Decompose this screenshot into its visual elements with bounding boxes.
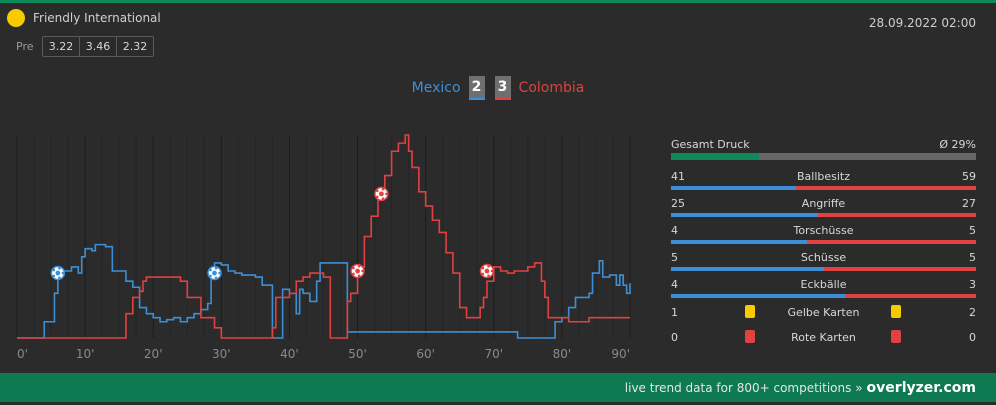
pressure-trend-chart: 0' 10' 20' 30' 40' 50' 60' 70' 80' 90' xyxy=(16,134,631,361)
card-away-value: 2 xyxy=(969,306,976,319)
card-icon xyxy=(745,305,755,318)
odds-draw: 3.46 xyxy=(80,37,117,56)
stat-bar xyxy=(671,186,976,190)
stat-label: Angriffe xyxy=(801,197,846,210)
stat-bar xyxy=(671,240,976,244)
odds-home: 3.22 xyxy=(43,37,80,56)
stat-row: 4 Torschüsse 5 xyxy=(671,224,976,244)
stat-away-value: 59 xyxy=(962,170,976,183)
brand-logo-text[interactable]: overlyzer.com xyxy=(866,379,976,396)
stat-bar-away xyxy=(806,240,976,244)
x-tick-label: 60' xyxy=(416,347,435,361)
stats-panel: Gesamt Druck Ø 29% 41 Ballbesitz 59 25 Angri… xyxy=(671,138,976,344)
x-tick-label: 10' xyxy=(76,347,95,361)
pressure-label: Gesamt Druck xyxy=(671,138,750,151)
competition-name: Friendly International xyxy=(33,11,161,25)
card-icon xyxy=(891,305,901,318)
series-line-away xyxy=(17,134,630,339)
away-team-name[interactable]: Colombia xyxy=(518,80,585,96)
stat-label: Ballbesitz xyxy=(796,170,851,183)
away-score: 3 xyxy=(494,76,511,100)
x-tick-label: 80' xyxy=(553,347,572,361)
footer-text: live trend data for 800+ competitions » xyxy=(624,380,863,395)
series-line-home xyxy=(17,243,631,339)
top-accent-bar xyxy=(0,0,996,3)
stat-bar xyxy=(671,294,976,298)
stat-row: 25 Angriffe 27 xyxy=(671,197,976,217)
yellow-circle-icon xyxy=(7,9,25,27)
goal-ball-icon xyxy=(50,265,66,281)
x-tick-label: 0' xyxy=(17,347,28,361)
x-tick-label: 90' xyxy=(611,347,630,361)
home-score: 2 xyxy=(468,76,485,100)
x-tick-label: 50' xyxy=(348,347,367,361)
card-row: 1 Gelbe Karten 2 xyxy=(671,305,976,322)
card-row: 0 Rote Karten 0 xyxy=(671,330,976,347)
bottom-divider xyxy=(0,402,996,405)
stat-away-value: 27 xyxy=(962,197,976,210)
pressure-bar-fill xyxy=(671,153,760,160)
stat-bar-home xyxy=(671,267,824,271)
x-tick-label: 20' xyxy=(144,347,163,361)
stat-bar xyxy=(671,267,976,271)
card-home-value: 0 xyxy=(671,331,678,344)
stat-bar-home xyxy=(671,213,818,217)
goal-ball-icon xyxy=(207,265,222,281)
scoreboard: Mexico 2 3 Colombia xyxy=(0,76,996,100)
match-date: 28.09.2022 02:00 xyxy=(868,16,976,30)
card-away-value: 0 xyxy=(969,331,976,344)
stat-bar-home xyxy=(671,240,807,244)
stat-home-value: 25 xyxy=(671,197,685,210)
stat-label: Torschüsse xyxy=(793,224,854,237)
competition-header: Friendly International xyxy=(7,9,161,27)
card-icon xyxy=(745,330,755,343)
stat-bar-away xyxy=(796,186,976,190)
x-tick-label: 70' xyxy=(484,347,503,361)
home-team-name[interactable]: Mexico xyxy=(411,80,461,96)
stat-bar-away xyxy=(845,294,976,298)
stat-label: Schüsse xyxy=(800,251,847,264)
stat-home-value: 5 xyxy=(671,251,678,264)
pre-odds: Pre 3.22 3.46 2.32 xyxy=(16,36,154,57)
odds-label: Pre xyxy=(16,40,34,53)
odds-away: 2.32 xyxy=(122,40,148,53)
stat-label: Eckbälle xyxy=(800,278,847,291)
stat-home-value: 4 xyxy=(671,224,678,237)
stat-bar-home xyxy=(671,294,846,298)
stat-away-value: 3 xyxy=(968,278,976,291)
goal-ball-icon xyxy=(479,263,495,279)
footer-banner[interactable]: live trend data for 800+ competitions » … xyxy=(0,373,996,402)
stat-bar-home xyxy=(671,186,797,190)
pressure-bar xyxy=(671,153,976,160)
x-tick-label: 40' xyxy=(280,347,299,361)
card-icon xyxy=(891,330,901,343)
stat-bar-away xyxy=(817,213,976,217)
card-home-value: 1 xyxy=(671,306,678,319)
stat-away-value: 5 xyxy=(968,251,976,264)
stat-bar xyxy=(671,213,976,217)
x-tick-label: 30' xyxy=(212,347,231,361)
pressure-stat: Gesamt Druck Ø 29% xyxy=(671,138,976,160)
stat-row: 4 Eckbälle 3 xyxy=(671,278,976,298)
card-label: Gelbe Karten xyxy=(787,306,860,319)
goal-ball-icon xyxy=(350,263,365,279)
stat-row: 41 Ballbesitz 59 xyxy=(671,170,976,190)
stat-bar-away xyxy=(823,267,976,271)
card-label: Rote Karten xyxy=(791,331,856,344)
stat-row: 5 Schüsse 5 xyxy=(671,251,976,271)
stat-home-value: 4 xyxy=(671,278,678,291)
stat-away-value: 5 xyxy=(969,224,976,237)
odds-box: 3.22 3.46 2.32 xyxy=(42,36,154,57)
pressure-value: Ø 29% xyxy=(939,138,976,151)
stat-home-value: 41 xyxy=(671,170,685,183)
goal-ball-icon xyxy=(374,186,389,202)
